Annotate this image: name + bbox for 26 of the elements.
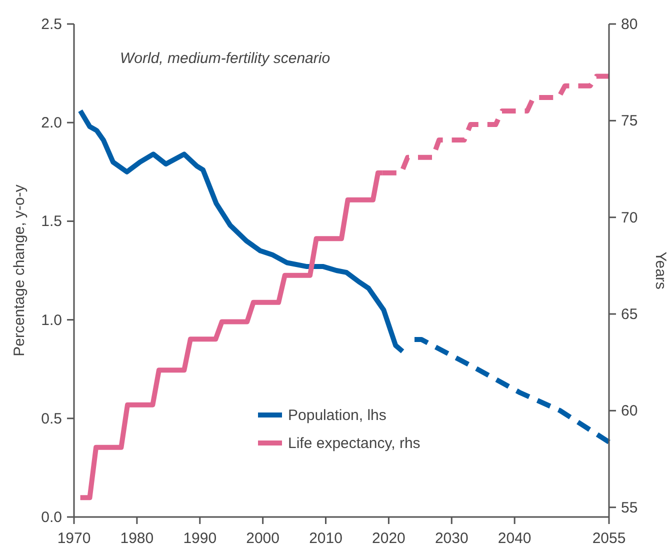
y2-tick-label: 65 — [621, 306, 638, 323]
y2-tick-label: 60 — [621, 402, 638, 420]
y-axis-title: Percentage change, y-o-y — [11, 184, 28, 356]
legend-label: Life expectancy, rhs — [288, 435, 420, 452]
y-tick-label: 0.0 — [41, 509, 62, 526]
x-tick-label: 2030 — [434, 530, 468, 547]
x-tick-label: 1980 — [120, 530, 154, 547]
y2-tick-label: 70 — [621, 209, 638, 226]
x-tick-label: 2040 — [498, 530, 532, 547]
y-tick-label: 1.0 — [41, 312, 62, 329]
annotation: World, medium-fertility scenario — [120, 50, 330, 67]
y2-tick-label: 55 — [621, 499, 638, 516]
x-tick-label: 1990 — [183, 530, 217, 547]
legend-label: Population, lhs — [288, 407, 386, 424]
y2-tick-label: 80 — [621, 16, 638, 33]
x-tick-label: 1970 — [57, 530, 91, 547]
x-tick-label: 2055 — [592, 530, 626, 547]
y2-tick-label: 75 — [621, 112, 638, 130]
y-tick-label: 2.0 — [41, 114, 62, 132]
y2-axis-title: Years — [652, 252, 669, 290]
x-tick-label: 2020 — [372, 530, 406, 547]
y-tick-label: 1.5 — [41, 213, 62, 230]
y-tick-label: 0.5 — [41, 410, 62, 428]
y-tick-label: 2.5 — [41, 16, 62, 33]
x-tick-label: 2000 — [246, 530, 280, 547]
x-tick-label: 2010 — [309, 530, 342, 547]
